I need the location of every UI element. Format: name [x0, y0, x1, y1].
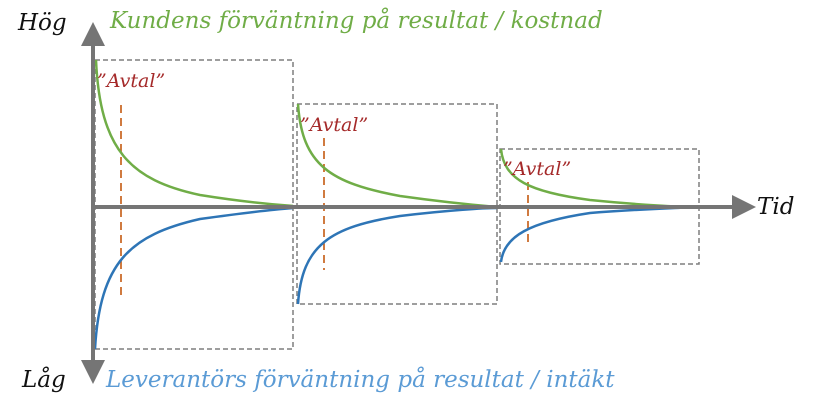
y-axis-bottom-label: Låg — [21, 366, 66, 393]
x-axis-label: Tid — [757, 194, 794, 220]
customer-curve-title: Kundens förväntning på resultat / kostna… — [109, 7, 603, 34]
phase-2-frame — [296, 103, 498, 305]
supplier-curve-title: Leverantörs förväntning på resultat / in… — [105, 366, 615, 393]
y-axis-top-label: Hög — [17, 10, 67, 36]
phase-1-frame — [94, 59, 294, 350]
supplier-curve-1 — [93, 206, 294, 350]
agreement-label-3: ”Avtal” — [503, 158, 571, 180]
agreement-label-2: ”Avtal” — [300, 114, 368, 136]
supplier-curve-3 — [499, 205, 696, 263]
agreement-label-1: ”Avtal” — [97, 70, 165, 92]
supplier-curve-2 — [296, 206, 498, 305]
